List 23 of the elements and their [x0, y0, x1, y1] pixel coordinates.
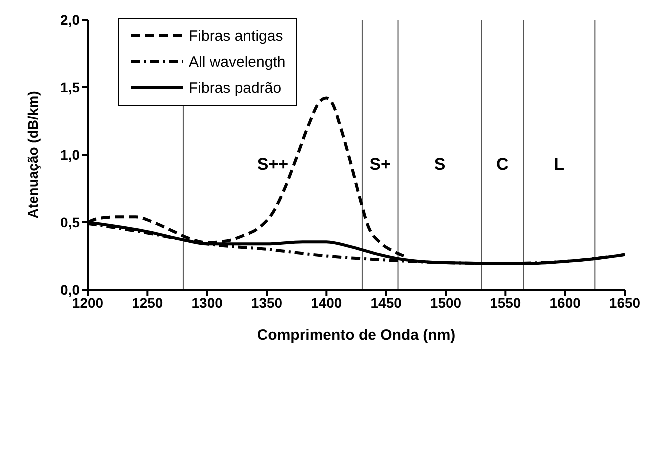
x-tick-label: 1250	[132, 294, 164, 311]
y-tick-label: 1,5	[60, 79, 80, 96]
y-axis-title: Atenuação (dB/km)	[24, 91, 41, 219]
y-tick-label: 1,0	[60, 146, 80, 163]
x-tick-label: 1300	[192, 294, 224, 311]
x-tick-label: 1450	[370, 294, 402, 311]
y-tick-label: 2,0	[60, 12, 80, 28]
x-tick-label: 1350	[251, 294, 283, 311]
x-tick-label: 1550	[490, 294, 522, 311]
legend-label: All wavelength	[189, 54, 286, 70]
legend-label: Fibras antigas	[189, 28, 284, 44]
annotation: L	[554, 155, 565, 174]
x-tick-label: 1600	[550, 294, 582, 311]
annotation: S++	[257, 155, 289, 174]
annotation: S+	[370, 155, 392, 174]
y-tick-label: 0,5	[60, 214, 80, 230]
x-axis-title: Comprimento de Onda (nm)	[257, 327, 456, 344]
x-tick-label: 1400	[311, 294, 342, 311]
x-tick-label: 1500	[430, 294, 462, 311]
legend-label: Fibras padrão	[189, 80, 282, 96]
annotation: S	[434, 155, 446, 174]
annotation: C	[496, 155, 509, 174]
x-tick-label: 1650	[609, 294, 641, 311]
